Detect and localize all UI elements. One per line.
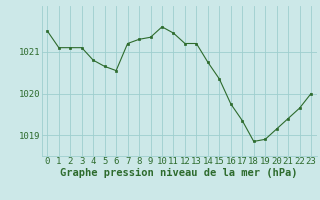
X-axis label: Graphe pression niveau de la mer (hPa): Graphe pression niveau de la mer (hPa) <box>60 168 298 178</box>
